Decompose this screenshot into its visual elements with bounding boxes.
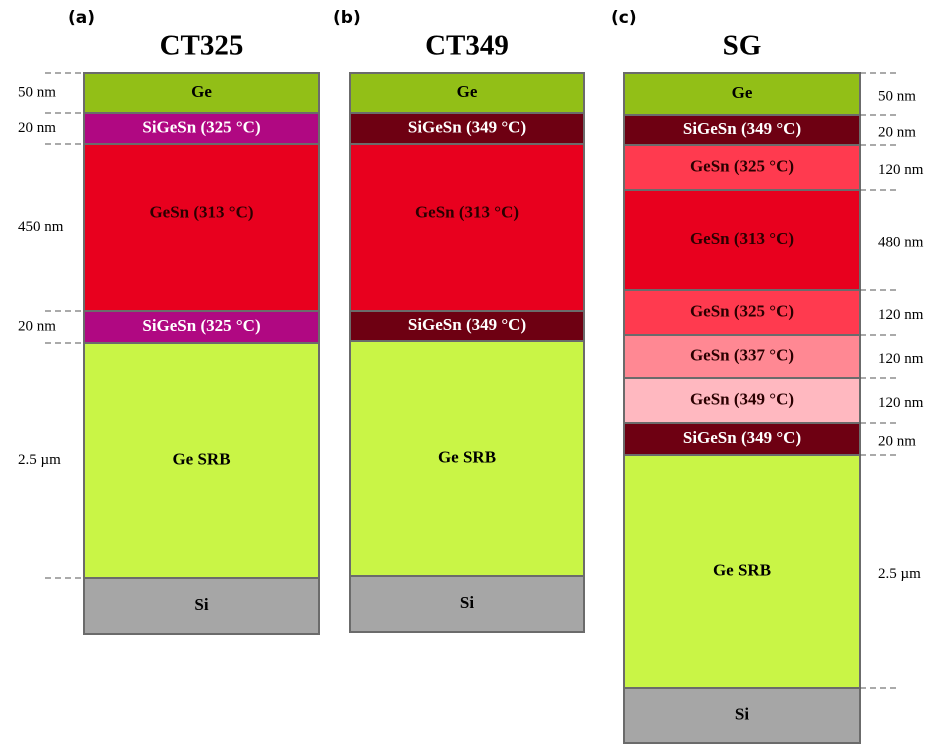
layer-name: SiGeSn (325 °C) xyxy=(142,117,260,136)
layer xyxy=(623,377,861,424)
layer-name: Ge xyxy=(732,83,753,102)
layer xyxy=(623,289,861,336)
layer-name: Ge SRB xyxy=(438,447,496,466)
thickness-label: 20 nm xyxy=(878,433,916,449)
thickness-label: 120 nm xyxy=(878,351,924,367)
layer-name: GeSn (337 °C) xyxy=(690,345,794,364)
layer xyxy=(623,687,861,744)
panel-label: (b) xyxy=(333,8,361,28)
thickness-label: 20 nm xyxy=(878,124,916,140)
panel-label: (c) xyxy=(611,8,637,28)
layer-name: GeSn (349 °C) xyxy=(690,389,794,408)
layer xyxy=(623,454,861,689)
layer xyxy=(349,72,585,114)
panel-title: CT325 xyxy=(160,30,244,62)
layer xyxy=(623,189,861,291)
layer xyxy=(349,340,585,577)
layer-name: GeSn (313 °C) xyxy=(149,202,253,221)
layer xyxy=(83,143,320,312)
layer xyxy=(623,72,861,116)
layer xyxy=(83,72,320,114)
thickness-label: 120 nm xyxy=(878,307,924,323)
layer xyxy=(349,112,585,145)
layer-name: Si xyxy=(194,595,208,614)
thickness-label: 120 nm xyxy=(878,395,924,411)
thickness-label: 480 nm xyxy=(878,234,924,250)
layer xyxy=(83,577,320,635)
layer-name: SiGeSn (349 °C) xyxy=(683,119,801,138)
layer-name: Si xyxy=(735,704,749,723)
layer-name: Ge SRB xyxy=(713,560,771,579)
layer xyxy=(349,143,585,312)
layer-name: Ge xyxy=(457,82,478,101)
panel-label: (a) xyxy=(68,8,95,28)
layer-name: Ge xyxy=(191,82,212,101)
layer xyxy=(623,422,861,456)
layer xyxy=(349,575,585,633)
thickness-label: 20 nm xyxy=(18,318,56,334)
layer xyxy=(83,342,320,579)
layer-name: SiGeSn (349 °C) xyxy=(408,315,526,334)
layer-name: Ge SRB xyxy=(172,449,230,468)
layer-name: GeSn (325 °C) xyxy=(690,301,794,320)
layer-name: SiGeSn (325 °C) xyxy=(142,316,260,335)
layer-name: GeSn (313 °C) xyxy=(415,202,519,221)
layer xyxy=(623,144,861,191)
layer-name: SiGeSn (349 °C) xyxy=(683,428,801,447)
thickness-label: 2.5 µm xyxy=(878,566,921,582)
thickness-label: 50 nm xyxy=(878,88,916,104)
thickness-label: 20 nm xyxy=(18,120,56,136)
thickness-label: 50 nm xyxy=(18,84,56,100)
layer-name: Si xyxy=(460,593,474,612)
panel-title: CT349 xyxy=(425,30,509,62)
thickness-label: 2.5 µm xyxy=(18,452,61,468)
layer-name: GeSn (325 °C) xyxy=(690,156,794,175)
layer-name: SiGeSn (349 °C) xyxy=(408,117,526,136)
thickness-label: 120 nm xyxy=(878,162,924,178)
panel-title: SG xyxy=(723,30,762,62)
layer-name: GeSn (313 °C) xyxy=(690,229,794,248)
thickness-label: 450 nm xyxy=(18,219,64,235)
